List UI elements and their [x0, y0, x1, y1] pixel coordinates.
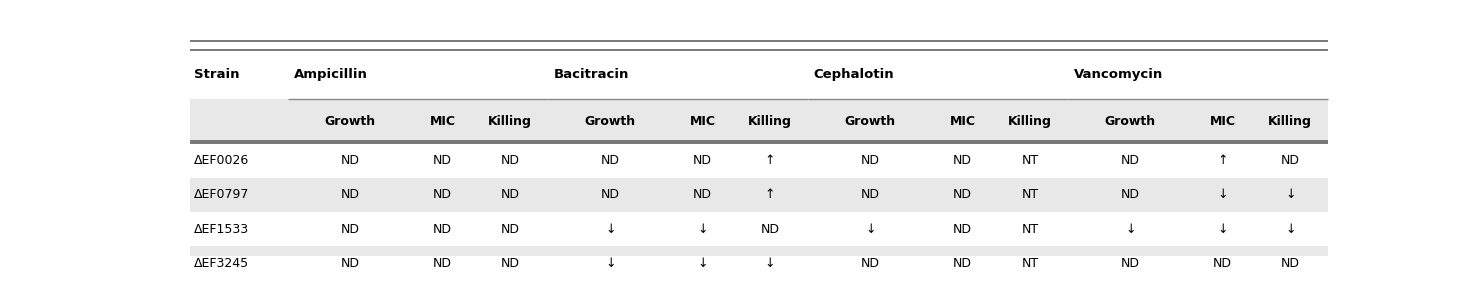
Text: ND: ND: [860, 188, 879, 201]
Bar: [191, 143, 1327, 178]
Text: ↓: ↓: [605, 257, 615, 270]
Text: Killing: Killing: [1008, 115, 1052, 128]
Text: ND: ND: [433, 188, 452, 201]
Text: ND: ND: [433, 223, 452, 236]
Text: Growth: Growth: [1104, 115, 1156, 128]
Text: ↓: ↓: [1218, 188, 1228, 201]
Text: NT: NT: [1021, 257, 1039, 270]
Text: ND: ND: [501, 154, 520, 167]
Bar: [191, 246, 1327, 281]
Text: ↓: ↓: [1218, 223, 1228, 236]
Text: ↓: ↓: [1284, 188, 1295, 201]
Text: ND: ND: [953, 257, 973, 270]
Text: ΔEF0797: ΔEF0797: [194, 188, 250, 201]
Text: ND: ND: [953, 154, 973, 167]
Text: ND: ND: [1120, 257, 1140, 270]
Text: ΔEF3245: ΔEF3245: [194, 257, 248, 270]
Text: ND: ND: [341, 257, 359, 270]
Text: NT: NT: [1021, 154, 1039, 167]
Text: Killing: Killing: [488, 115, 532, 128]
Text: ND: ND: [1120, 154, 1140, 167]
Text: ND: ND: [600, 154, 619, 167]
Text: ND: ND: [693, 154, 712, 167]
Bar: [191, 99, 1327, 143]
Text: ND: ND: [1120, 188, 1140, 201]
Text: Killing: Killing: [1268, 115, 1312, 128]
Text: ND: ND: [1281, 154, 1299, 167]
Text: MIC: MIC: [690, 115, 715, 128]
Text: MIC: MIC: [430, 115, 455, 128]
Text: ND: ND: [341, 154, 359, 167]
Text: Growth: Growth: [845, 115, 896, 128]
Text: ΔEF0026: ΔEF0026: [194, 154, 250, 167]
Text: ↓: ↓: [698, 223, 708, 236]
Text: ↑: ↑: [766, 154, 776, 167]
Text: Growth: Growth: [585, 115, 636, 128]
Text: ND: ND: [501, 257, 520, 270]
Bar: [191, 178, 1327, 212]
Text: Killing: Killing: [748, 115, 792, 128]
Text: ND: ND: [860, 257, 879, 270]
Bar: [191, 212, 1327, 246]
Text: ND: ND: [341, 223, 359, 236]
Text: NT: NT: [1021, 188, 1039, 201]
Bar: [191, 50, 1327, 99]
Text: NT: NT: [1021, 223, 1039, 236]
Text: ND: ND: [953, 188, 973, 201]
Text: ↑: ↑: [766, 188, 776, 201]
Text: ΔEF1533: ΔEF1533: [194, 223, 248, 236]
Text: ND: ND: [953, 223, 973, 236]
Text: ND: ND: [1213, 257, 1233, 270]
Text: Bacitracin: Bacitracin: [554, 68, 630, 81]
Text: MIC: MIC: [1209, 115, 1236, 128]
Text: Cephalotin: Cephalotin: [813, 68, 894, 81]
Text: Growth: Growth: [325, 115, 375, 128]
Text: ND: ND: [501, 223, 520, 236]
Text: Strain: Strain: [194, 68, 239, 81]
Text: ND: ND: [1281, 257, 1299, 270]
Text: MIC: MIC: [949, 115, 975, 128]
Text: ↓: ↓: [1284, 223, 1295, 236]
Text: ↓: ↓: [766, 257, 776, 270]
Text: ND: ND: [693, 188, 712, 201]
Text: ↓: ↓: [865, 223, 875, 236]
Text: ND: ND: [860, 154, 879, 167]
Text: ↑: ↑: [1218, 154, 1228, 167]
Text: ↓: ↓: [698, 257, 708, 270]
Text: ↓: ↓: [1125, 223, 1135, 236]
Text: Ampicillin: Ampicillin: [294, 68, 368, 81]
Text: ND: ND: [433, 257, 452, 270]
Text: ND: ND: [341, 188, 359, 201]
Text: ↓: ↓: [605, 223, 615, 236]
Text: ND: ND: [761, 223, 780, 236]
Text: Vancomycin: Vancomycin: [1073, 68, 1163, 81]
Text: ND: ND: [600, 188, 619, 201]
Text: ND: ND: [433, 154, 452, 167]
Text: ND: ND: [501, 188, 520, 201]
